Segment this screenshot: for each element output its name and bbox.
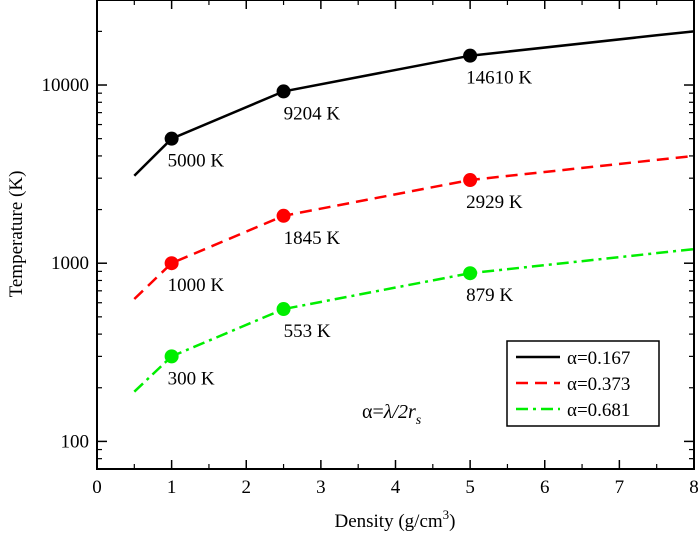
y-tick-label: 100 <box>61 431 90 452</box>
data-point--0-681-2 <box>463 266 478 281</box>
data-point--0-681-0 <box>164 349 179 364</box>
x-tick-label: 8 <box>689 477 699 498</box>
x-tick-label: 0 <box>92 477 102 498</box>
ticks-layer: 0 1 2 3 4 5 6 7 8 100 1000 10000 <box>42 0 699 498</box>
data-point--0-167-2 <box>463 48 478 63</box>
x-tick-label: 6 <box>540 477 550 498</box>
data-label: 553 K <box>284 321 331 342</box>
series-line--0-167 <box>133 30 695 177</box>
x-tick-label: 5 <box>465 477 475 498</box>
x-tick-label: 4 <box>391 477 401 498</box>
legend: α=0.167 α=0.373 α=0.681 <box>506 340 660 427</box>
x-tick-label: 7 <box>615 477 625 498</box>
data-point--0-373-1 <box>276 208 291 223</box>
x-tick-label: 3 <box>316 477 326 498</box>
alpha-annotation: α=λ/2rs <box>362 401 422 428</box>
data-labels-layer: 5000 K 9204 K 14610 K 1000 K 1845 K 2929 K 300… <box>168 68 533 390</box>
data-label: 300 K <box>168 368 215 389</box>
data-point--0-373-2 <box>463 173 478 188</box>
legend-items: α=0.167 α=0.373 α=0.681 <box>516 348 630 421</box>
data-label: 1000 K <box>168 275 225 296</box>
legend-label: α=0.373 <box>567 374 630 395</box>
data-label: 9204 K <box>284 103 341 124</box>
data-point--0-681-1 <box>276 302 291 317</box>
data-point--0-167-1 <box>276 84 291 99</box>
x-axis-label: Density (g/cm3) <box>334 507 455 532</box>
y-axis-label: Temperature (K) <box>6 171 27 298</box>
x-tick-label: 2 <box>242 477 252 498</box>
data-point--0-167-0 <box>164 131 179 146</box>
data-label: 1845 K <box>284 228 341 249</box>
y-tick-label: 10000 <box>42 75 90 96</box>
data-label: 879 K <box>466 285 513 306</box>
data-label: 2929 K <box>466 192 523 213</box>
series-layer <box>133 30 695 393</box>
y-tick-label: 1000 <box>51 253 89 274</box>
x-tick-label: 1 <box>167 477 177 498</box>
data-label: 14610 K <box>466 68 532 89</box>
series-line--0-681 <box>133 247 695 393</box>
legend-label: α=0.167 <box>567 348 630 369</box>
data-point--0-373-0 <box>164 256 179 271</box>
legend-label: α=0.681 <box>567 400 630 421</box>
legend-box <box>506 340 660 427</box>
data-label: 5000 K <box>168 151 225 172</box>
